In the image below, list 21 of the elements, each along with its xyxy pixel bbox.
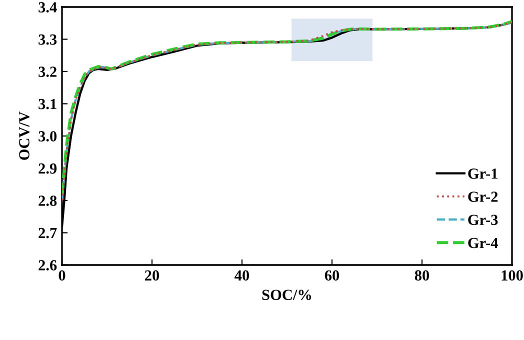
y-tick-label: 2.9 bbox=[38, 163, 57, 174]
y-tick-label: 2.7 bbox=[38, 228, 57, 238]
y-axis-title: OCV/V bbox=[19, 112, 30, 160]
x-tick-label: 60 bbox=[324, 270, 340, 281]
y-tick-label: 2.8 bbox=[38, 196, 57, 206]
legend-label: Gr-3 bbox=[468, 214, 498, 226]
x-tick-label: 20 bbox=[145, 270, 160, 281]
y-tick-label: 2.6 bbox=[38, 260, 57, 271]
y-tick-label: 3.2 bbox=[38, 66, 56, 78]
legend-label: Gr-4 bbox=[468, 238, 498, 248]
legend-label: Gr-1 bbox=[468, 168, 498, 179]
y-tick-label: 3.0 bbox=[38, 131, 57, 142]
x-tick-label: 100 bbox=[502, 270, 523, 281]
x-tick-label: 80 bbox=[414, 270, 430, 281]
y-tick-label: 3.4 bbox=[38, 2, 57, 13]
y-tick-label: 3.1 bbox=[38, 98, 56, 110]
y-tick-label: 3.3 bbox=[38, 34, 57, 45]
legend-label: Gr-2 bbox=[468, 192, 498, 202]
x-tick-label: 40 bbox=[234, 270, 250, 281]
x-tick-label: 0 bbox=[58, 270, 66, 281]
x-axis-title: SOC/% bbox=[262, 290, 312, 300]
